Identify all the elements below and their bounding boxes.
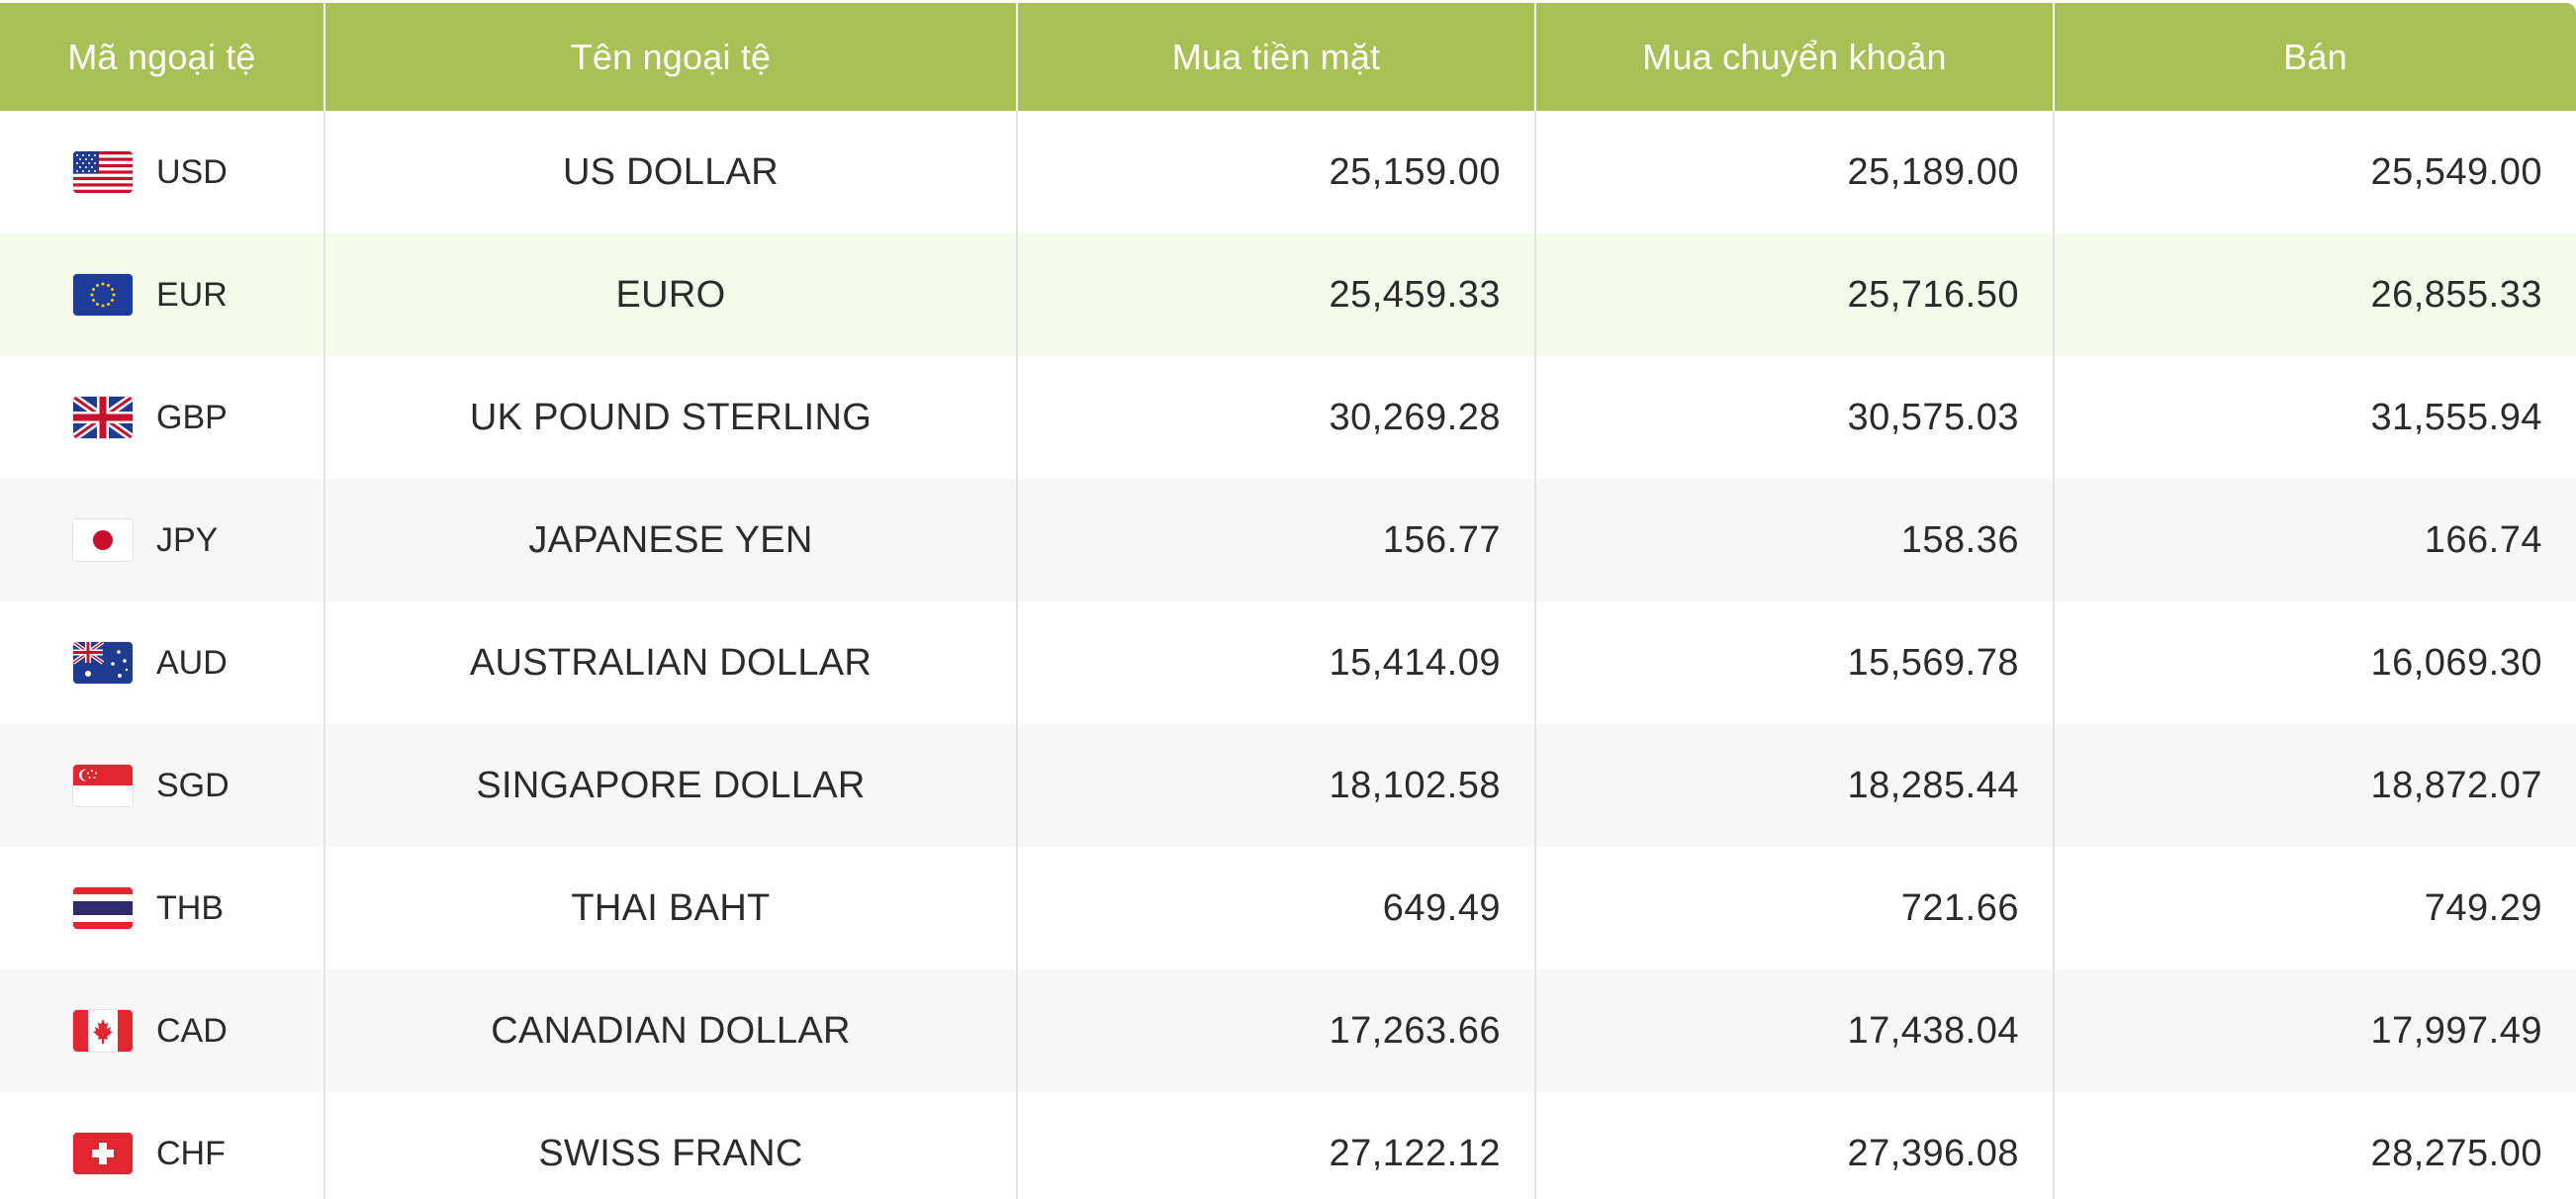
sell-rate: 166.74 [2054,479,2576,601]
thailand-flag-icon [73,887,133,929]
eu-flag-icon [73,274,133,316]
transfer-buy-rate: 27,396.08 [1535,1092,2055,1199]
transfer-buy-rate: 30,575.03 [1535,356,2055,479]
transfer-buy-rate: 17,438.04 [1535,969,2055,1092]
table-row[interactable]: CAD CANADIAN DOLLAR 17,263.66 17,438.04 … [0,969,2576,1092]
currency-code-cell: SGD [0,724,325,847]
currency-name: US DOLLAR [324,111,1018,233]
currency-code-cell: USD [0,111,325,233]
currency-name: THAI BAHT [324,847,1018,969]
currency-code-cell: CHF [0,1092,325,1199]
currency-code: THB [156,888,224,927]
switzerland-flag-icon [73,1133,133,1174]
currency-code: AUD [156,643,228,682]
cash-buy-rate: 25,159.00 [1017,111,1536,233]
header-sell[interactable]: Bán [2054,3,2576,111]
cash-buy-rate: 156.77 [1017,479,1536,601]
currency-name: UK POUND STERLING [324,356,1018,479]
table-row[interactable]: CHF SWISS FRANC 27,122.12 27,396.08 28,2… [0,1092,2576,1199]
table-row[interactable]: SGD SINGAPORE DOLLAR 18,102.58 18,285.44… [0,724,2576,847]
currency-code: EUR [156,275,228,314]
transfer-buy-rate: 721.66 [1535,847,2055,969]
singapore-flag-icon [73,765,133,806]
currency-name: SINGAPORE DOLLAR [324,724,1018,847]
currency-name: SWISS FRANC [324,1092,1018,1199]
cash-buy-rate: 17,263.66 [1017,969,1536,1092]
table-header: Mã ngoại tệ Tên ngoại tệ Mua tiền mặt Mu… [0,3,2576,111]
sell-rate: 17,997.49 [2054,969,2576,1092]
table-row[interactable]: AUD AUSTRALIAN DOLLAR 15,414.09 15,569.7… [0,601,2576,724]
sell-rate: 749.29 [2054,847,2576,969]
currency-name: JAPANESE YEN [324,479,1018,601]
australia-flag-icon [73,642,133,684]
table-row[interactable]: GBP UK POUND STERLING 30,269.28 30,575.0… [0,356,2576,479]
uk-flag-icon [73,397,133,438]
currency-code: CAD [156,1011,228,1050]
exchange-rate-table: Mã ngoại tệ Tên ngoại tệ Mua tiền mặt Mu… [0,3,2576,1199]
currency-code-cell: EUR [0,233,325,356]
header-currency-name[interactable]: Tên ngoại tệ [324,3,1018,111]
table-row[interactable]: THB THAI BAHT 649.49 721.66 749.29 [0,847,2576,969]
transfer-buy-rate: 25,716.50 [1535,233,2055,356]
table-row[interactable]: JPY JAPANESE YEN 156.77 158.36 166.74 [0,479,2576,601]
cash-buy-rate: 18,102.58 [1017,724,1536,847]
header-currency-code[interactable]: Mã ngoại tệ [0,3,325,111]
table-row[interactable]: EUR EURO 25,459.33 25,716.50 26,855.33 [0,233,2576,356]
us-flag-icon [73,151,133,193]
currency-code: GBP [156,398,228,436]
table-row[interactable]: USD US DOLLAR 25,159.00 25,189.00 25,549… [0,111,2576,233]
currency-code-cell: JPY [0,479,325,601]
transfer-buy-rate: 15,569.78 [1535,601,2055,724]
cash-buy-rate: 27,122.12 [1017,1092,1536,1199]
currency-code-cell: CAD [0,969,325,1092]
transfer-buy-rate: 25,189.00 [1535,111,2055,233]
currency-code: JPY [156,520,219,559]
header-transfer-buy[interactable]: Mua chuyển khoản [1535,3,2055,111]
cash-buy-rate: 25,459.33 [1017,233,1536,356]
japan-flag-icon [73,519,133,561]
header-row: Mã ngoại tệ Tên ngoại tệ Mua tiền mặt Mu… [0,3,2576,111]
currency-name: CANADIAN DOLLAR [324,969,1018,1092]
sell-rate: 18,872.07 [2054,724,2576,847]
cash-buy-rate: 30,269.28 [1017,356,1536,479]
currency-code-cell: GBP [0,356,325,479]
transfer-buy-rate: 18,285.44 [1535,724,2055,847]
cash-buy-rate: 649.49 [1017,847,1536,969]
sell-rate: 26,855.33 [2054,233,2576,356]
sell-rate: 16,069.30 [2054,601,2576,724]
currency-code-cell: AUD [0,601,325,724]
currency-name: EURO [324,233,1018,356]
currency-code: SGD [156,766,230,804]
header-cash-buy[interactable]: Mua tiền mặt [1017,3,1536,111]
table-body: USD US DOLLAR 25,159.00 25,189.00 25,549… [0,111,2576,1199]
currency-code: USD [156,152,228,191]
sell-rate: 31,555.94 [2054,356,2576,479]
currency-code-cell: THB [0,847,325,969]
transfer-buy-rate: 158.36 [1535,479,2055,601]
cash-buy-rate: 15,414.09 [1017,601,1536,724]
sell-rate: 25,549.00 [2054,111,2576,233]
currency-code: CHF [156,1134,226,1172]
currency-name: AUSTRALIAN DOLLAR [324,601,1018,724]
canada-flag-icon [73,1010,133,1052]
sell-rate: 28,275.00 [2054,1092,2576,1199]
